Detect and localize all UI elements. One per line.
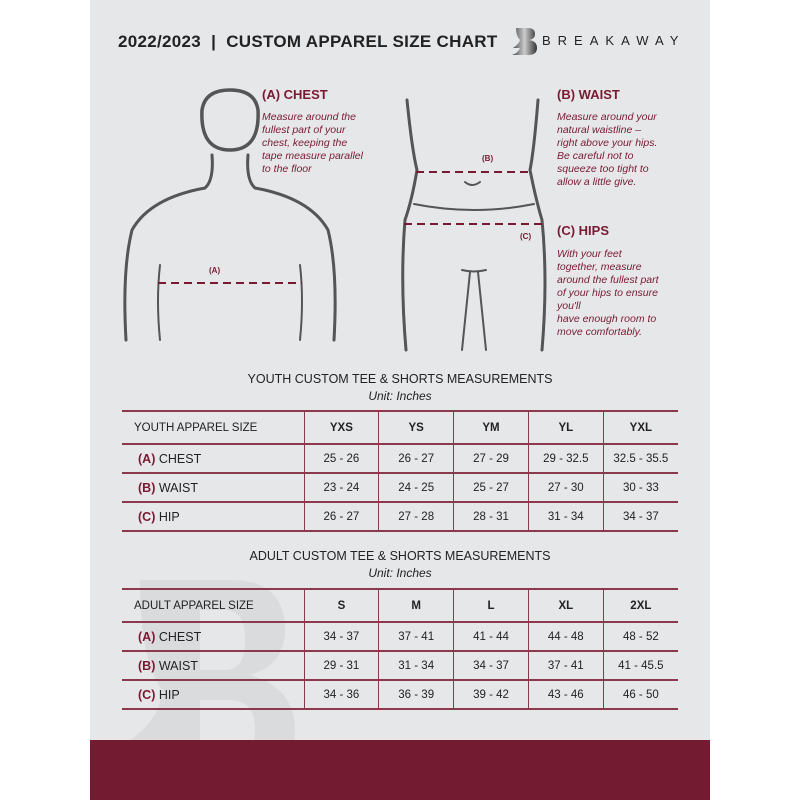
size-value-cell: 30 - 33 xyxy=(602,472,678,503)
header-cell: YS xyxy=(378,410,454,445)
size-value-cell: 46 - 50 xyxy=(602,679,678,710)
measure-name: CHEST xyxy=(158,451,202,466)
size-value-cell: 37 - 41 xyxy=(527,650,604,681)
size-value-cell: 34 - 36 xyxy=(303,679,379,710)
youth-unit: Unit: Inches xyxy=(368,389,432,403)
size-value-cell: 26 - 27 xyxy=(303,501,379,532)
header-cell: YXL xyxy=(602,410,678,445)
header-cell: S xyxy=(303,588,379,623)
size-value-cell: 25 - 27 xyxy=(453,472,529,503)
size-value-cell: 24 - 25 xyxy=(378,472,454,503)
hips-description: With your feet together, measure around th… xyxy=(557,248,659,338)
table-row: (A) CHEST 34 - 37 37 - 41 41 - 44 44 - 48 48 … xyxy=(122,621,678,652)
header-cell: YXS xyxy=(303,410,379,445)
hips-marker: (C) xyxy=(520,232,532,241)
size-value-cell: 39 - 42 xyxy=(453,679,529,710)
measure-label: (B) WAIST xyxy=(122,650,304,681)
size-value-cell: 48 - 52 xyxy=(602,621,678,652)
measure-name: CHEST xyxy=(158,629,202,644)
adult-size-table: ADULT APPAREL SIZE S M L XL 2XL (A) CHEST 34 - … xyxy=(122,588,678,710)
size-value-cell: 34 - 37 xyxy=(453,650,529,681)
size-value-cell: 31 - 34 xyxy=(378,650,454,681)
measure-abbr: (B) xyxy=(138,658,156,673)
header-cell: L xyxy=(453,588,529,623)
header-cell: YL xyxy=(527,410,604,445)
body-illustration xyxy=(123,88,547,352)
header-cell: 2XL xyxy=(602,588,678,623)
size-value-cell: 41 - 45.5 xyxy=(602,650,678,681)
header-cell: M xyxy=(378,588,454,623)
header-cell: XL xyxy=(527,588,604,623)
measure-abbr: (A) xyxy=(138,451,156,466)
size-value-cell: 29 - 31 xyxy=(303,650,379,681)
measure-abbr: (C) xyxy=(138,687,156,702)
measure-label: (A) CHEST xyxy=(122,443,304,474)
measure-abbr: (B) xyxy=(138,480,156,495)
size-value-cell: 43 - 46 xyxy=(527,679,604,710)
hips-heading: (C) HIPS xyxy=(557,223,609,238)
breakaway-logo-icon xyxy=(512,28,537,55)
waist-heading: (B) WAIST xyxy=(557,87,620,102)
size-value-cell: 23 - 24 xyxy=(303,472,379,503)
size-value-cell: 28 - 31 xyxy=(453,501,529,532)
size-value-cell: 27 - 30 xyxy=(527,472,604,503)
measure-label: (B) WAIST xyxy=(122,472,304,503)
youth-table-title: YOUTH CUSTOM TEE & SHORTS MEASUREMENTS xyxy=(247,372,553,386)
youth-size-table: YOUTH APPAREL SIZE YXS YS YM YL YXL (A) CHEST 2… xyxy=(122,410,678,532)
footer-band xyxy=(90,740,710,800)
size-value-cell: 27 - 29 xyxy=(453,443,529,474)
size-chart-page: 2022/2023 | CUSTOM APPAREL SIZE CHART BR… xyxy=(90,0,710,800)
chest-heading: (A) CHEST xyxy=(262,87,328,102)
size-value-cell: 41 - 44 xyxy=(453,621,529,652)
table-header-row: YOUTH APPAREL SIZE YXS YS YM YL YXL xyxy=(122,410,678,445)
measure-name: HIP xyxy=(158,509,180,524)
measure-label: (A) CHEST xyxy=(122,621,304,652)
table-header-row: ADULT APPAREL SIZE S M L XL 2XL xyxy=(122,588,678,623)
waist-description: Measure around your natural waistline – ri… xyxy=(557,111,658,188)
measure-name: WAIST xyxy=(158,480,198,495)
size-value-cell: 34 - 37 xyxy=(602,501,678,532)
measure-name: HIP xyxy=(158,687,180,702)
chest-marker: (A) xyxy=(209,266,221,275)
table-row: (B) WAIST 29 - 31 31 - 34 34 - 37 37 - 41 41 … xyxy=(122,650,678,681)
measure-label: (C) HIP xyxy=(122,679,304,710)
table-row: (C) HIP 26 - 27 27 - 28 28 - 31 31 - 34 34 - … xyxy=(122,501,678,532)
size-value-cell: 32.5 - 35.5 xyxy=(602,443,678,474)
header-cell: YOUTH APPAREL SIZE xyxy=(122,410,304,445)
header-cell: YM xyxy=(453,410,529,445)
size-value-cell: 26 - 27 xyxy=(378,443,454,474)
brand-name: BREAKAWAY xyxy=(542,33,686,48)
measure-name: WAIST xyxy=(158,658,198,673)
size-value-cell: 29 - 32.5 xyxy=(527,443,604,474)
size-value-cell: 37 - 41 xyxy=(378,621,454,652)
header-cell: ADULT APPAREL SIZE xyxy=(122,588,304,623)
measure-abbr: (C) xyxy=(138,509,156,524)
size-value-cell: 34 - 37 xyxy=(303,621,379,652)
table-row: (B) WAIST 23 - 24 24 - 25 25 - 27 27 - 30 30 … xyxy=(122,472,678,503)
waist-marker: (B) xyxy=(482,154,494,163)
page-title: 2022/2023 | CUSTOM APPAREL SIZE CHART xyxy=(118,32,498,51)
chest-description: Measure around the fullest part of your ch… xyxy=(262,111,363,175)
size-value-cell: 44 - 48 xyxy=(527,621,604,652)
measure-label: (C) HIP xyxy=(122,501,304,532)
adult-unit: Unit: Inches xyxy=(368,566,432,580)
size-value-cell: 36 - 39 xyxy=(378,679,454,710)
size-value-cell: 31 - 34 xyxy=(527,501,604,532)
size-value-cell: 27 - 28 xyxy=(378,501,454,532)
adult-table-title: ADULT CUSTOM TEE & SHORTS MEASUREMENTS xyxy=(249,549,551,563)
table-row: (A) CHEST 25 - 26 26 - 27 27 - 29 29 - 32.5 3… xyxy=(122,443,678,474)
measure-abbr: (A) xyxy=(138,629,156,644)
table-row: (C) HIP 34 - 36 36 - 39 39 - 42 43 - 46 46 - … xyxy=(122,679,678,710)
size-value-cell: 25 - 26 xyxy=(303,443,379,474)
